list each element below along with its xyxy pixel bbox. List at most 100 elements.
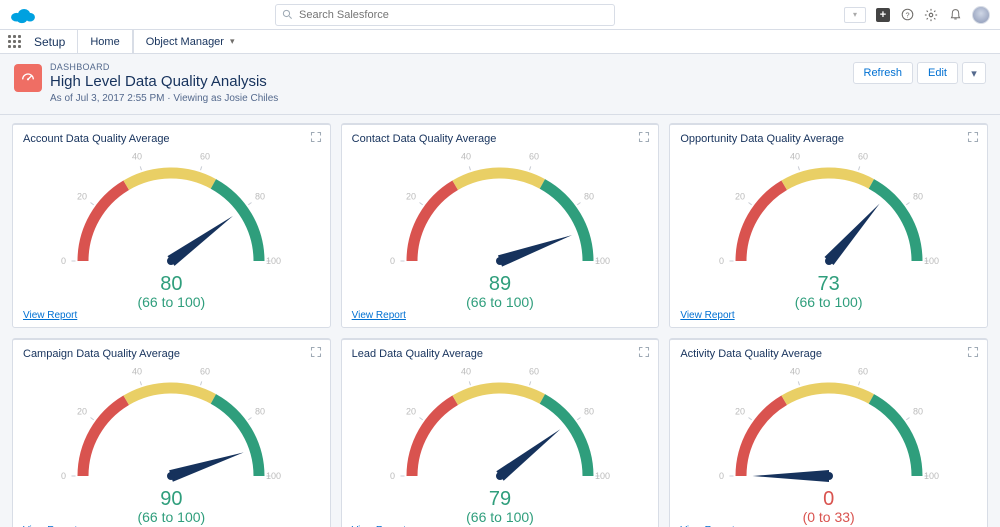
gauge-range: (66 to 100) [466,509,534,525]
svg-text:20: 20 [406,406,416,416]
search-icon [282,9,293,20]
global-header: ▾ + ? [0,0,1000,30]
nav-tab-home[interactable]: Home [77,30,132,53]
card-title: Campaign Data Quality Average [23,348,320,360]
chevron-down-icon: ▾ [230,36,235,47]
dashboard-card: Contact Data Quality Average 02040608010… [341,123,660,328]
svg-text:60: 60 [529,366,539,376]
svg-text:0: 0 [719,256,724,266]
dashboard-card: Activity Data Quality Average 0 20 40 60 80 1… [669,338,988,527]
svg-text:40: 40 [790,366,800,376]
gauge-value: 80 [160,273,182,296]
svg-text:100: 100 [595,256,610,266]
page-eyebrow: DASHBOARD [50,62,278,72]
card-title: Activity Data Quality Average [680,348,977,360]
svg-text:20: 20 [406,191,416,201]
gauge-value: 0 [823,488,834,511]
svg-text:0: 0 [719,471,724,481]
dashboard-card: Lead Data Quality Average 020406080100 7… [341,338,660,527]
gauge-range: (66 to 100) [466,294,534,310]
svg-text:0: 0 [390,256,395,266]
nav-tab-object-manager[interactable]: Object Manager ▾ [133,30,247,53]
card-title: Account Data Quality Average [23,133,320,145]
dashboard-grid: Account Data Quality Average 0 20 40 60 80 10… [0,115,1000,527]
card-title: Contact Data Quality Average [352,133,649,145]
svg-text:0: 0 [61,256,66,266]
more-actions-button[interactable]: ▾ [962,62,986,84]
user-avatar[interactable] [972,6,990,24]
svg-text:?: ? [905,10,909,19]
view-report-link[interactable]: View Report [23,310,320,321]
gauge: 0 20 40 60 80 100 73 (66 to 100) [680,145,977,310]
view-report-link[interactable]: View Report [352,310,649,321]
svg-text:80: 80 [913,191,923,201]
gauge-value: 73 [818,273,840,296]
gauge-value: 79 [489,488,511,511]
gauge-range: (66 to 100) [795,294,863,310]
svg-text:80: 80 [255,406,265,416]
svg-text:0: 0 [61,471,66,481]
svg-text:100: 100 [266,471,281,481]
expand-icon[interactable] [310,346,322,358]
nav-tab-object-manager-label: Object Manager [146,36,224,48]
global-header-actions: ▾ + ? [844,6,990,24]
global-search-wrap [46,4,844,26]
svg-text:40: 40 [132,366,142,376]
edit-button[interactable]: Edit [917,62,958,84]
app-switcher-dropdown[interactable]: ▾ [844,7,866,23]
context-bar: Setup Home Object Manager ▾ [0,30,1000,54]
svg-text:60: 60 [858,151,868,161]
app-launcher-icon[interactable] [0,30,30,53]
svg-text:20: 20 [735,191,745,201]
gauge-range: (66 to 100) [137,509,205,525]
dashboard-card: Campaign Data Quality Average 0 20 40 60 80 1… [12,338,331,527]
help-icon[interactable]: ? [900,8,914,22]
global-search-input[interactable] [299,9,608,21]
notifications-bell-icon[interactable] [948,8,962,22]
page-subtitle: As of Jul 3, 2017 2:55 PM · Viewing as J… [50,93,278,104]
global-search[interactable] [275,4,615,26]
svg-text:80: 80 [255,191,265,201]
svg-text:60: 60 [200,151,210,161]
gauge: 020406080100 89 (66 to 100) [352,145,649,310]
gauge: 020406080100 79 (66 to 100) [352,360,649,525]
svg-text:20: 20 [77,191,87,201]
view-report-link[interactable]: View Report [680,310,977,321]
salesforce-logo-icon [10,6,36,24]
setup-gear-icon[interactable] [924,8,938,22]
svg-text:60: 60 [858,366,868,376]
page-header-text: DASHBOARD High Level Data Quality Analys… [50,62,278,104]
gauge-range: (66 to 100) [137,294,205,310]
gauge: 0 20 40 60 80 100 90 (66 to 100) [23,360,320,525]
dashboard-card: Account Data Quality Average 0 20 40 60 80 10… [12,123,331,328]
expand-icon[interactable] [967,131,979,143]
refresh-button[interactable]: Refresh [853,62,914,84]
expand-icon[interactable] [638,131,650,143]
nav-tab-home-label: Home [90,36,119,48]
page-title: High Level Data Quality Analysis [50,73,278,90]
svg-text:40: 40 [461,366,471,376]
svg-text:100: 100 [924,471,939,481]
svg-text:20: 20 [77,406,87,416]
card-title: Lead Data Quality Average [352,348,649,360]
gauge-value: 89 [489,273,511,296]
dashboard-card: Opportunity Data Quality Average 0 20 40 60… [669,123,988,328]
svg-text:60: 60 [529,151,539,161]
svg-text:40: 40 [132,151,142,161]
gauge-range: (0 to 33) [803,509,855,525]
svg-text:100: 100 [924,256,939,266]
svg-text:80: 80 [584,406,594,416]
gauge-value: 90 [160,488,182,511]
gauge: 0 20 40 60 80 100 80 (66 to 100) [23,145,320,310]
svg-text:60: 60 [200,366,210,376]
svg-text:20: 20 [735,406,745,416]
svg-text:100: 100 [266,256,281,266]
expand-icon[interactable] [310,131,322,143]
expand-icon[interactable] [638,346,650,358]
svg-text:80: 80 [913,406,923,416]
global-create-icon[interactable]: + [876,8,890,22]
svg-text:40: 40 [790,151,800,161]
card-title: Opportunity Data Quality Average [680,133,977,145]
svg-text:80: 80 [584,191,594,201]
expand-icon[interactable] [967,346,979,358]
